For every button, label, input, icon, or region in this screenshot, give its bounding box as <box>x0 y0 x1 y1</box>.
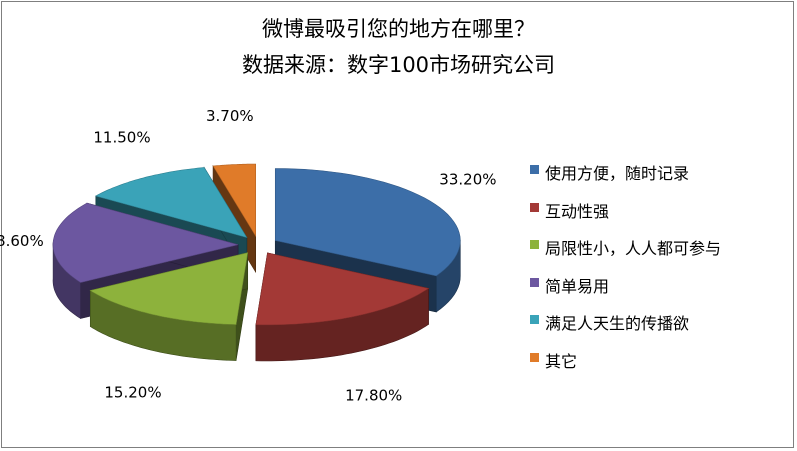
legend-label: 互动性强 <box>545 201 610 221</box>
legend-swatch <box>530 202 539 212</box>
legend-item-3: 局限性小，人人都可参与 <box>530 235 790 273</box>
data-label-5: 11.50% <box>93 128 150 146</box>
pie-slice-3 <box>89 252 249 361</box>
chart-legend: 使用方便，随时记录 互动性强局限性小，人人都可参与 简单易用满足人天生的传播欲 其它 <box>530 160 790 385</box>
legend-swatch <box>530 277 539 287</box>
legend-item-5: 满足人天生的传播欲 <box>530 310 790 348</box>
pie-slice-2 <box>255 252 430 362</box>
legend-item-4: 简单易用 <box>530 273 790 311</box>
legend-item-1: 使用方便，随时记录 <box>530 160 790 198</box>
legend-swatch <box>530 240 539 249</box>
legend-label: 满足人天生的传播欲 <box>545 314 690 333</box>
legend-swatch <box>530 315 539 324</box>
data-label-3: 15.20% <box>104 384 161 402</box>
legend-item-6: 其它 <box>530 348 790 386</box>
chart-title: 微博最吸引您的地方在哪里？ <box>262 17 535 41</box>
legend-label: 其它 <box>545 351 578 371</box>
data-label-4: 18.60% <box>0 232 44 250</box>
legend-swatch <box>530 352 539 362</box>
legend-item-2: 互动性强 <box>530 198 790 236</box>
legend-label: 简单易用 <box>545 276 610 296</box>
legend-label: 使用方便，随时记录 <box>545 164 690 183</box>
data-label-2: 17.80% <box>345 386 402 404</box>
legend-swatch <box>530 165 539 174</box>
legend-label: 局限性小，人人都可参与 <box>545 239 722 258</box>
data-label-1: 33.20% <box>439 171 496 189</box>
chart-subtitle: 数据来源：数字100市场研究公司 <box>241 53 556 77</box>
data-label-6: 3.70% <box>206 107 254 125</box>
